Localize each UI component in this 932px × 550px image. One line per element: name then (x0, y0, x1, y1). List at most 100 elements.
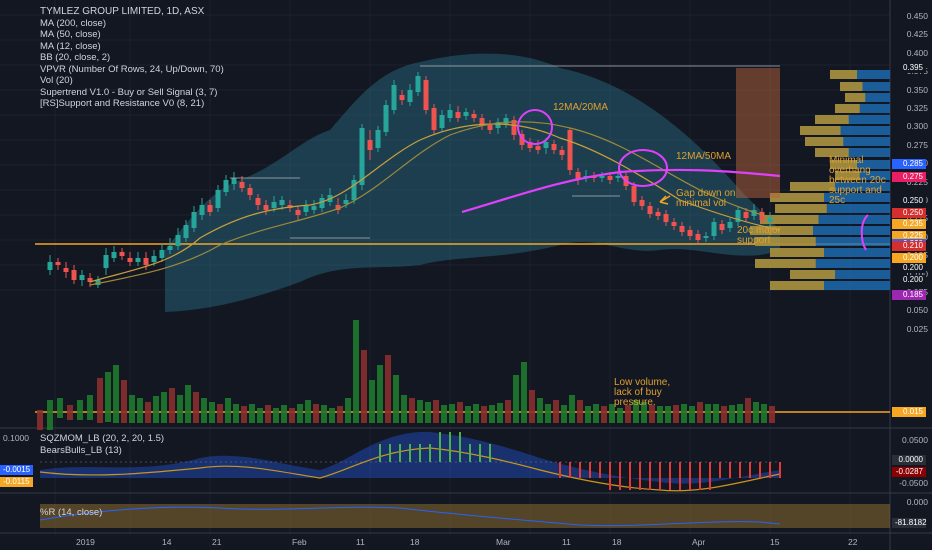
annotation-support-2: support (737, 235, 771, 246)
volume-bar (537, 398, 543, 423)
annotation-overhang-4: support and (829, 185, 882, 196)
candle-body (735, 210, 741, 222)
price-tag: 0.200 (892, 253, 926, 263)
candle-body (607, 176, 613, 180)
vpvr-bar (835, 171, 890, 180)
vpvr-bar-down (760, 215, 819, 224)
sqz-left-value-1: -0.0015 (0, 465, 34, 475)
candle-body (175, 235, 181, 246)
volume-bar (57, 398, 63, 418)
volume-bar (145, 402, 151, 423)
indicator-support-resistance[interactable]: [RS]Support and Resistance V0 (8, 21) (40, 98, 205, 109)
williams-r-line (39, 506, 781, 527)
indicator-ma12[interactable]: MA (12, close) (40, 40, 101, 52)
volume-bar (681, 404, 687, 423)
sqz-left-value-2: -0.0115 (0, 477, 33, 487)
volume-bar (121, 380, 127, 423)
annotation-support-1: 20c major (737, 225, 781, 236)
price-tag: 0.250 (892, 196, 926, 206)
volume-bar (273, 408, 279, 423)
candle-body (231, 178, 237, 184)
indicator-supertrend[interactable]: Supertrend V1.0 - Buy or Sell Signal (3,… (40, 86, 218, 98)
candle-body (567, 130, 573, 170)
vpvr-bar-down (770, 248, 824, 257)
williams-r-label[interactable]: %R (14, close) (40, 507, 103, 518)
volume-bar (265, 405, 271, 423)
price-tick: 0.100 (906, 268, 928, 279)
volume-bar (177, 395, 183, 423)
volume-bar (497, 403, 503, 423)
volume-bar (345, 398, 351, 423)
indicator-ma200[interactable]: MA (200, close) (40, 17, 106, 29)
candle-body (119, 252, 125, 256)
price-tick: 0.425 (906, 29, 928, 40)
candle-body (615, 176, 621, 178)
volume-bar (569, 395, 575, 423)
annotation-gap-down-1: Gap down on (676, 188, 736, 199)
volume-bar (545, 404, 551, 423)
volume-bar (753, 402, 759, 423)
symbol-title[interactable]: TYMLEZ GROUP LIMITED, 1D, ASX (40, 6, 205, 17)
candle-body (47, 262, 53, 270)
candle-body (511, 120, 517, 135)
vpvr-bar-down (755, 259, 816, 268)
candle-body (95, 280, 101, 285)
candle-body (135, 258, 141, 262)
indicator-ma50[interactable]: MA (50, close) (40, 29, 101, 40)
indicator-vpvr[interactable]: VPVR (Number Of Rows, 24, Up/Down, 70) (40, 63, 224, 75)
volume-bar (697, 402, 703, 423)
volume-bar (577, 400, 583, 423)
candle-body (679, 226, 685, 232)
candle-body (687, 230, 693, 236)
candle-body (415, 76, 421, 92)
volume-bar (441, 405, 447, 423)
bearsbulls-label[interactable]: BearsBulls_LB (13) (40, 445, 122, 456)
volume-bar (113, 365, 119, 423)
volume-bar (481, 406, 487, 423)
vpvr-bar (835, 104, 890, 113)
vpvr-bar (845, 93, 890, 102)
vpvr-bar (800, 126, 890, 135)
volume-bar (225, 398, 231, 423)
vpvr-bar-down (835, 104, 860, 113)
volume-bar (153, 396, 159, 423)
volume-bar (47, 400, 53, 430)
annotation-arrow (659, 195, 671, 205)
vpvr-bar-down (750, 226, 813, 235)
volume-bar (505, 400, 511, 423)
volume-bar (37, 410, 43, 430)
candle-body (439, 115, 445, 128)
volume-bar (745, 398, 751, 423)
candle-body (127, 258, 133, 262)
sqzmom-label[interactable]: SQZMOM_LB (20, 2, 20, 1.5) (40, 433, 165, 444)
vpvr-bar-down (805, 137, 844, 146)
ma50-line (89, 121, 781, 286)
volume-bar (321, 405, 327, 423)
candle-body (247, 188, 253, 195)
candle-body (519, 134, 525, 145)
vpvr-bar (790, 182, 890, 191)
x-axis-label: 21 (212, 537, 222, 547)
volume-bar (737, 404, 743, 423)
candle-body (711, 222, 717, 236)
x-axis-label: 14 (162, 537, 172, 547)
annotation-low-volume-3: pressure. (614, 397, 656, 408)
volume-bar (417, 400, 423, 423)
sqz-tick: -0.0500 (899, 478, 928, 488)
x-axis-label: Mar (496, 537, 511, 547)
volume-bar (657, 406, 663, 423)
candle-body (543, 142, 549, 148)
price-tick: 0.350 (906, 84, 928, 95)
volume-bar (185, 385, 191, 423)
volume-bar (425, 402, 431, 423)
volume-bar (721, 406, 727, 423)
candle-body (111, 252, 117, 258)
indicator-bb[interactable]: BB (20, close, 2) (40, 52, 111, 63)
vpvr-bar-down (840, 82, 863, 91)
volume-bar (67, 405, 73, 420)
volume-bar (585, 406, 591, 423)
vpvr-bar-down (830, 70, 857, 79)
price-tick: 0.050 (906, 305, 928, 316)
indicator-vol[interactable]: Vol (20) (40, 75, 73, 86)
